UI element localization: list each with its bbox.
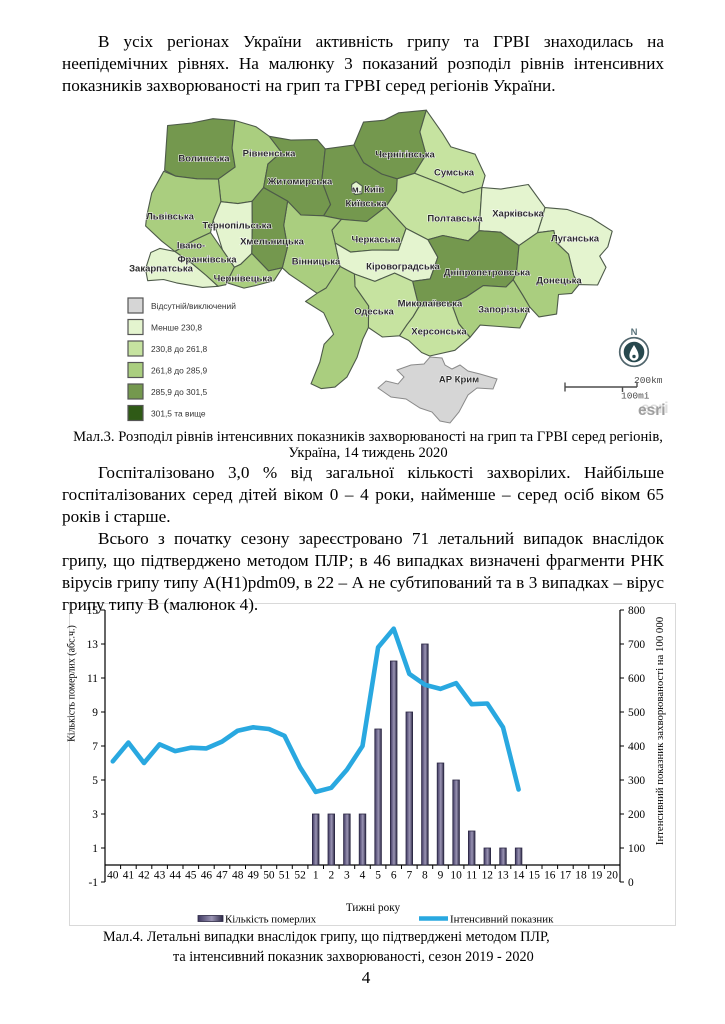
svg-text:Львівська: Львівська bbox=[146, 212, 194, 223]
svg-text:15: 15 bbox=[87, 605, 99, 617]
svg-text:230,8 до 261,8: 230,8 до 261,8 bbox=[151, 344, 207, 354]
svg-text:45: 45 bbox=[185, 870, 197, 882]
svg-text:Черкаська: Черкаська bbox=[352, 235, 402, 246]
svg-text:Житомирська: Житомирська bbox=[267, 177, 333, 188]
svg-text:Одеська: Одеська bbox=[354, 307, 394, 318]
svg-text:Кількість померлих: Кількість померлих bbox=[225, 914, 317, 926]
svg-text:800: 800 bbox=[628, 605, 645, 617]
svg-text:13: 13 bbox=[87, 639, 99, 651]
svg-text:Інтенсивний показник захворюва: Інтенсивний показник захворюваності на 1… bbox=[654, 617, 666, 845]
svg-text:11: 11 bbox=[466, 870, 477, 882]
svg-text:100mi: 100mi bbox=[621, 391, 650, 402]
svg-text:Київська: Київська bbox=[345, 199, 387, 210]
svg-text:400: 400 bbox=[628, 741, 645, 753]
svg-text:52: 52 bbox=[294, 870, 306, 882]
svg-text:0: 0 bbox=[628, 877, 634, 889]
svg-text:5: 5 bbox=[92, 775, 98, 787]
svg-text:301,5 та вище: 301,5 та вище bbox=[151, 409, 206, 419]
svg-text:18: 18 bbox=[575, 870, 587, 882]
svg-text:Дніпропетровська: Дніпропетровська bbox=[444, 268, 531, 279]
svg-text:20: 20 bbox=[607, 870, 619, 882]
svg-text:9: 9 bbox=[438, 870, 444, 882]
svg-text:Франківська: Франківська bbox=[177, 255, 237, 266]
svg-text:Луганська: Луганська bbox=[551, 234, 600, 245]
svg-text:Чернігівська: Чернігівська bbox=[375, 150, 435, 161]
svg-text:12: 12 bbox=[482, 870, 494, 882]
svg-text:Донецька: Донецька bbox=[536, 276, 582, 287]
svg-text:Кіровоградська: Кіровоградська bbox=[366, 262, 440, 273]
svg-text:9: 9 bbox=[92, 707, 98, 719]
svg-text:Менше 230,8: Менше 230,8 bbox=[151, 323, 202, 333]
svg-text:АР Крим: АР Крим bbox=[439, 375, 479, 386]
svg-text:44: 44 bbox=[170, 870, 182, 882]
svg-text:42: 42 bbox=[138, 870, 150, 882]
svg-text:Інтенсивний показник: Інтенсивний показник bbox=[450, 914, 554, 926]
svg-text:Чернівецька: Чернівецька bbox=[214, 274, 274, 285]
svg-text:Івано-: Івано- bbox=[177, 241, 205, 252]
svg-text:15: 15 bbox=[529, 870, 541, 882]
svg-text:Рівненська: Рівненська bbox=[243, 149, 296, 160]
svg-text:300: 300 bbox=[628, 775, 645, 787]
svg-text:Кількість померлих (абс.ч.): Кількість померлих (абс.ч.) bbox=[67, 625, 78, 742]
svg-text:43: 43 bbox=[154, 870, 166, 882]
svg-text:49: 49 bbox=[248, 870, 260, 882]
svg-text:Вінницька: Вінницька bbox=[292, 257, 341, 268]
svg-text:Волинська: Волинська bbox=[178, 154, 230, 165]
svg-text:10: 10 bbox=[450, 870, 462, 882]
svg-text:esri: esri bbox=[641, 400, 669, 417]
svg-text:285,9 до 301,5: 285,9 до 301,5 bbox=[151, 387, 207, 397]
svg-text:46: 46 bbox=[201, 870, 213, 882]
svg-text:1: 1 bbox=[313, 870, 319, 882]
svg-text:Полтавська: Полтавська bbox=[427, 214, 483, 225]
svg-text:Відсутній/виключений: Відсутній/виключений bbox=[151, 301, 236, 311]
svg-text:16: 16 bbox=[544, 870, 556, 882]
svg-text:600: 600 bbox=[628, 673, 645, 685]
svg-text:esri: esri bbox=[638, 402, 666, 419]
svg-text:200km: 200km bbox=[634, 375, 663, 386]
svg-text:41: 41 bbox=[123, 870, 135, 882]
svg-text:51: 51 bbox=[279, 870, 291, 882]
svg-text:Сумська: Сумська bbox=[434, 168, 475, 179]
svg-text:8: 8 bbox=[422, 870, 428, 882]
svg-text:Миколаївська: Миколаївська bbox=[398, 299, 463, 310]
svg-text:6: 6 bbox=[391, 870, 397, 882]
svg-text:261,8 до 285,9: 261,8 до 285,9 bbox=[151, 366, 207, 376]
svg-text:Хмельницька: Хмельницька bbox=[240, 237, 305, 248]
svg-text:Тижні року: Тижні року bbox=[346, 902, 401, 914]
svg-text:Закарпатська: Закарпатська bbox=[129, 264, 194, 275]
svg-text:11: 11 bbox=[87, 673, 98, 685]
svg-text:1: 1 bbox=[92, 843, 98, 855]
svg-text:47: 47 bbox=[216, 870, 228, 882]
svg-text:Харківська: Харківська bbox=[492, 209, 544, 220]
svg-text:2: 2 bbox=[328, 870, 334, 882]
svg-text:N: N bbox=[631, 327, 638, 338]
svg-text:50: 50 bbox=[263, 870, 275, 882]
svg-text:3: 3 bbox=[344, 870, 350, 882]
svg-text:40: 40 bbox=[107, 870, 119, 882]
svg-text:14: 14 bbox=[513, 870, 525, 882]
svg-text:3: 3 bbox=[92, 809, 98, 821]
svg-text:7: 7 bbox=[92, 741, 98, 753]
svg-text:Тернопільська: Тернопільська bbox=[202, 221, 272, 232]
svg-text:13: 13 bbox=[497, 870, 509, 882]
svg-text:700: 700 bbox=[628, 639, 645, 651]
svg-text:500: 500 bbox=[628, 707, 645, 719]
svg-text:4: 4 bbox=[360, 870, 366, 882]
svg-text:7: 7 bbox=[406, 870, 412, 882]
svg-text:100: 100 bbox=[628, 843, 645, 855]
svg-text:48: 48 bbox=[232, 870, 244, 882]
svg-text:Запорізька: Запорізька bbox=[478, 305, 531, 316]
svg-text:17: 17 bbox=[560, 870, 572, 882]
svg-text:-1: -1 bbox=[89, 877, 99, 889]
svg-text:Херсонська: Херсонська bbox=[411, 327, 467, 338]
svg-text:200: 200 bbox=[628, 809, 645, 821]
svg-text:5: 5 bbox=[375, 870, 381, 882]
svg-text:м. Київ: м. Київ bbox=[352, 185, 385, 196]
svg-text:19: 19 bbox=[591, 870, 603, 882]
